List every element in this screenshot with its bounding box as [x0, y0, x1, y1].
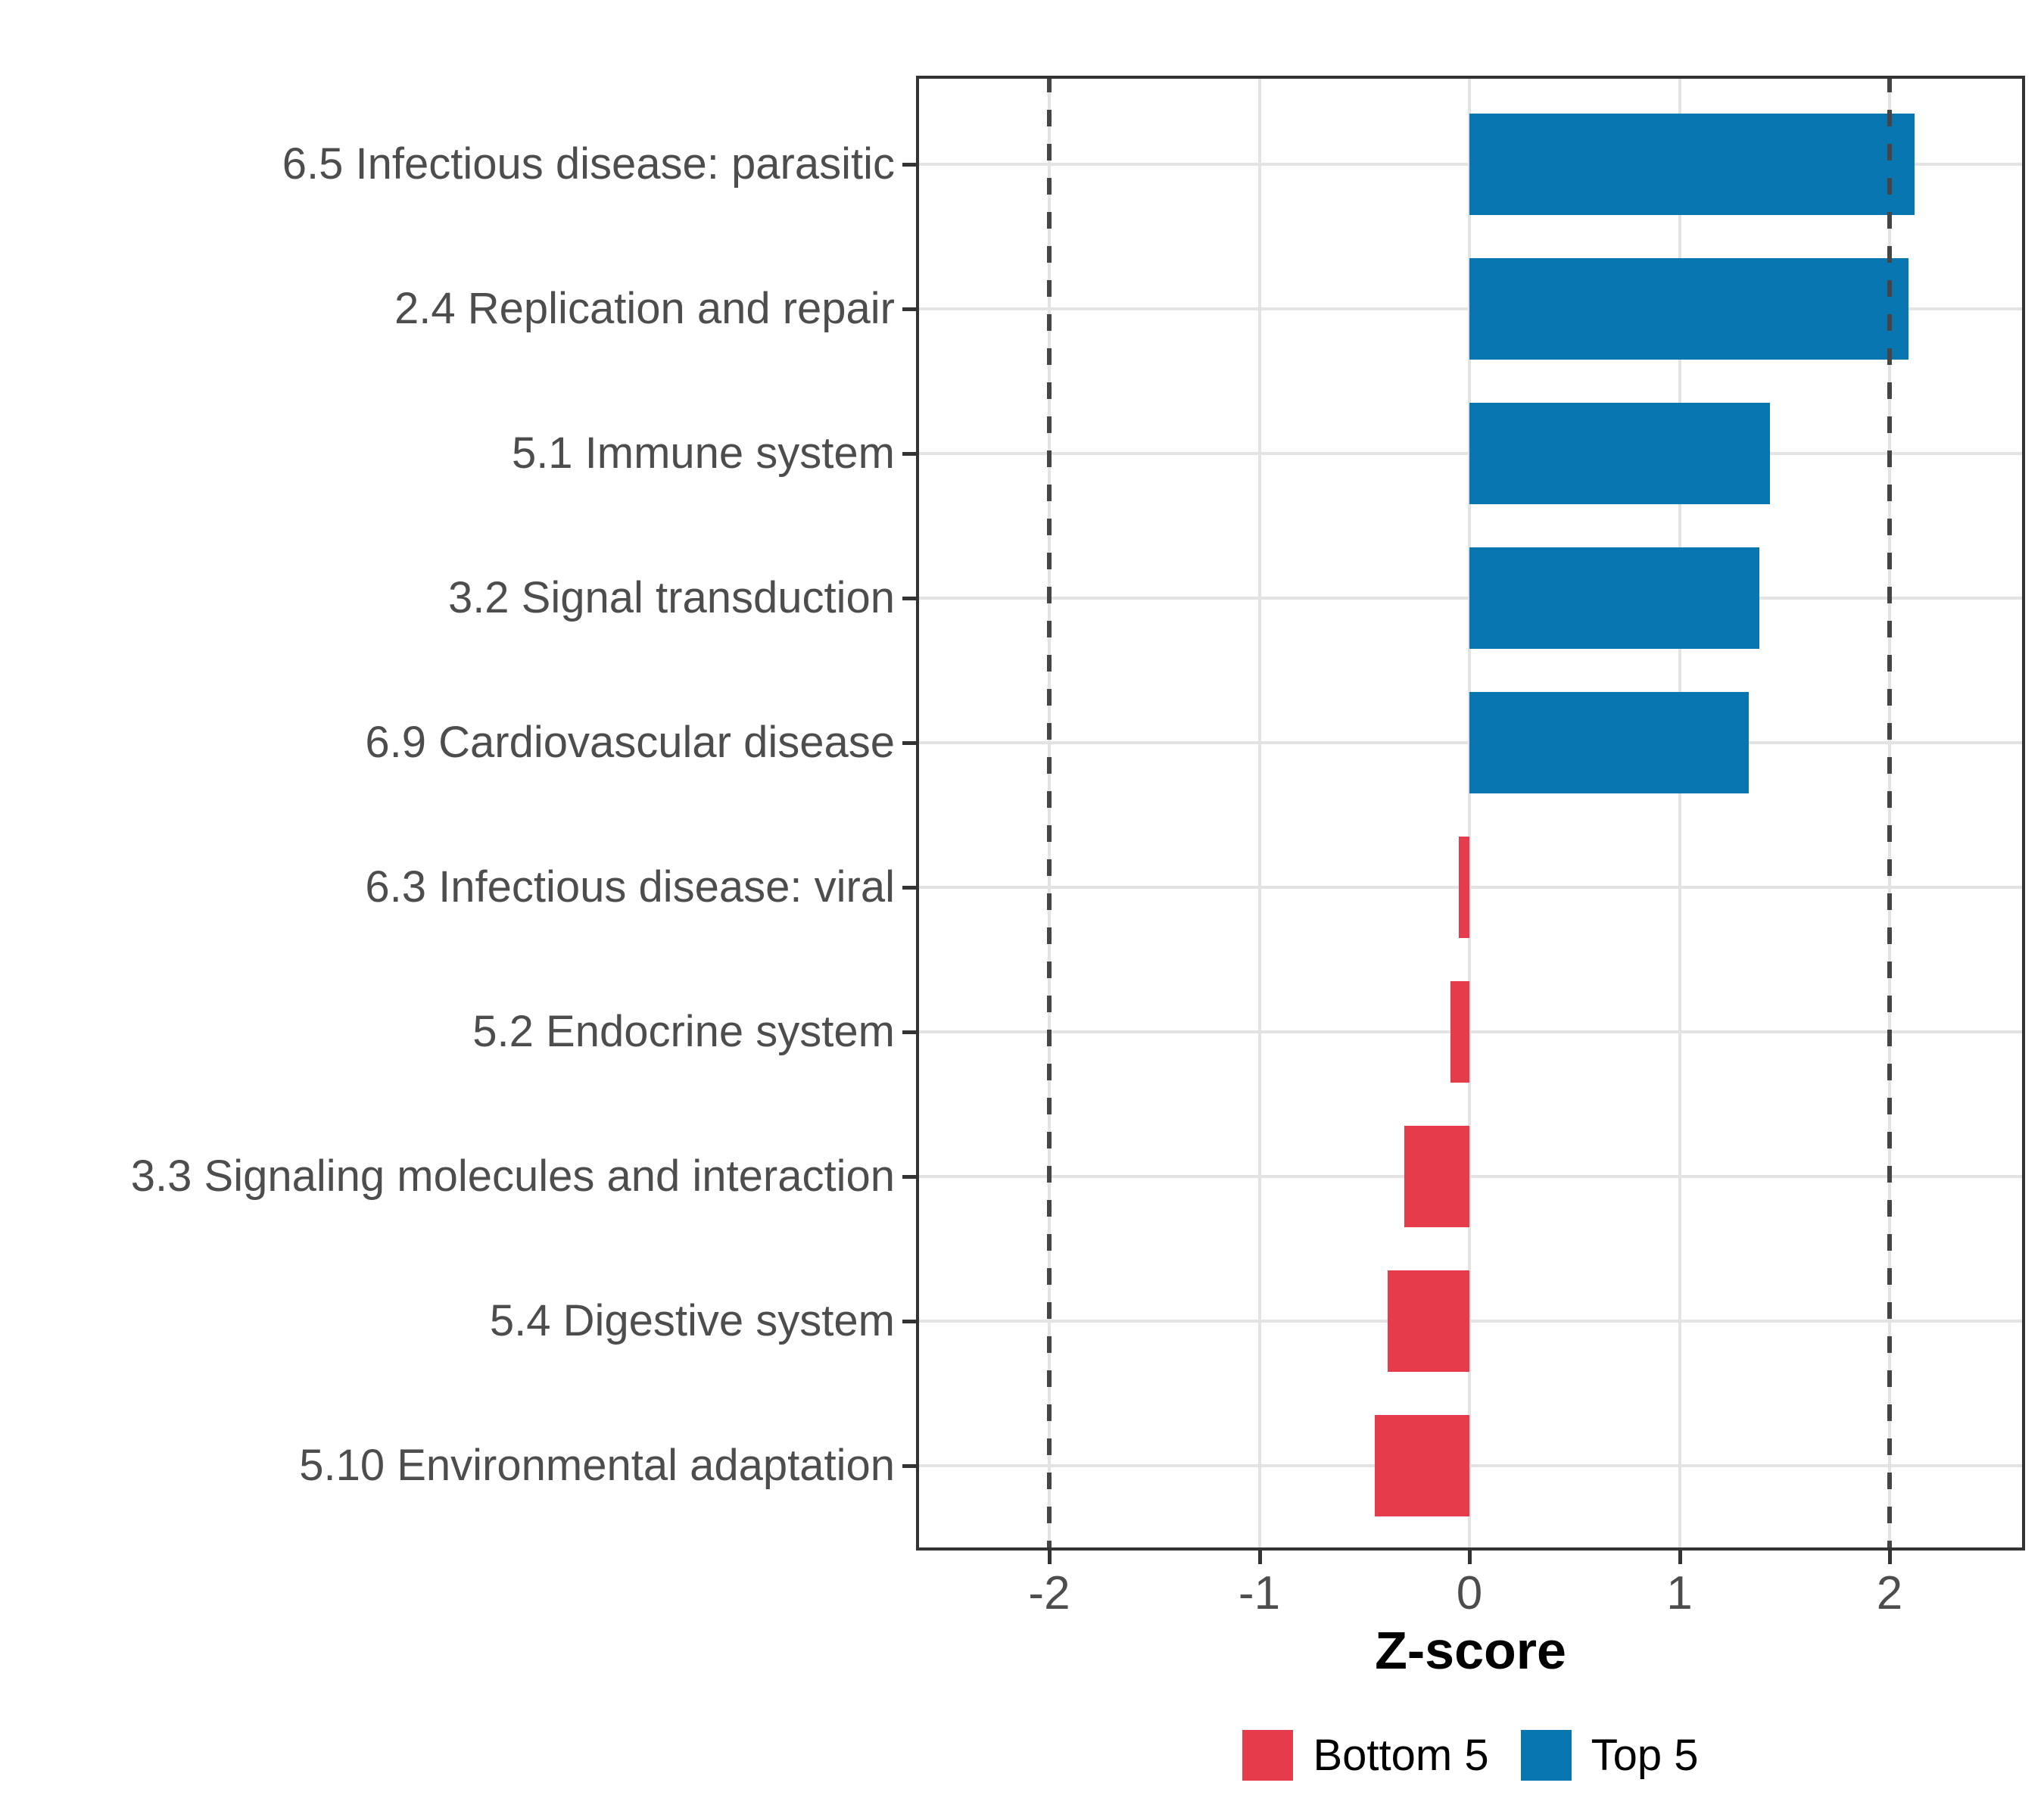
bar-bottom5: [1450, 981, 1469, 1083]
y-axis-tick: [902, 452, 916, 456]
gridline-vertical: [1678, 76, 1681, 1551]
y-axis-label: 5.2 Endocrine system: [472, 1007, 895, 1056]
bar-top5: [1469, 692, 1750, 793]
legend-swatch-bottom5: [1242, 1730, 1294, 1781]
bar-bottom5: [1404, 1126, 1469, 1227]
y-axis-label: 2.4 Replication and repair: [394, 284, 895, 333]
x-axis-tick: [1468, 1551, 1472, 1564]
y-axis-label: 5.4 Digestive system: [489, 1296, 895, 1345]
bar-top5: [1469, 403, 1770, 504]
bar-top5: [1469, 114, 1915, 215]
x-axis-tick: [1257, 1551, 1262, 1564]
legend-label-top5: Top 5: [1591, 1731, 1699, 1780]
plot-panel: [916, 76, 2025, 1551]
y-axis-tick: [902, 1175, 916, 1179]
y-axis-label: 6.3 Infectious disease: viral: [365, 862, 895, 912]
x-axis-tick-label: 2: [1876, 1567, 1903, 1619]
y-axis-tick: [902, 886, 916, 890]
y-axis-label: 3.3 Signaling molecules and interaction: [130, 1152, 895, 1201]
y-axis-tick: [902, 741, 916, 745]
y-axis-label: 5.1 Immune system: [511, 429, 895, 478]
y-axis-label: 6.9 Cardiovascular disease: [365, 718, 895, 767]
y-axis-label: 6.5 Infectious disease: parasitic: [282, 139, 895, 189]
y-axis-label: 3.2 Signal transduction: [447, 573, 895, 622]
bar-bottom5: [1387, 1270, 1469, 1372]
gridline-horizontal: [916, 1320, 2025, 1323]
y-axis-label: 5.10 Environmental adaptation: [299, 1441, 895, 1490]
bar-bottom5: [1375, 1415, 1469, 1516]
reference-line-dashed: [1887, 76, 1892, 1551]
legend-swatch-top5: [1520, 1730, 1572, 1781]
x-axis-tick-label: -1: [1238, 1567, 1281, 1619]
x-axis-tick-label: 0: [1456, 1567, 1483, 1619]
y-axis-tick: [902, 163, 916, 167]
x-axis-title: Z-score: [1375, 1621, 1566, 1680]
x-axis-tick: [1048, 1551, 1052, 1564]
reference-line-dashed: [1047, 76, 1052, 1551]
x-axis-tick-label: 1: [1666, 1567, 1693, 1619]
bar-top5: [1469, 258, 1908, 360]
gridline-horizontal: [916, 1030, 2025, 1033]
gridline-horizontal: [916, 886, 2025, 889]
y-axis-tick: [902, 1320, 916, 1323]
y-axis-tick: [902, 307, 916, 311]
x-axis-tick: [1678, 1551, 1682, 1564]
bar-top5: [1469, 547, 1759, 649]
legend-label-bottom5: Bottom 5: [1313, 1731, 1489, 1780]
y-axis-tick: [902, 1030, 916, 1034]
gridline-vertical: [1257, 76, 1261, 1551]
gridline-horizontal: [916, 1464, 2025, 1467]
y-axis-tick: [902, 1464, 916, 1468]
x-axis-tick-label: -2: [1028, 1567, 1070, 1619]
gridline-vertical: [1468, 76, 1471, 1551]
legend: Bottom 5 Top 5: [916, 1730, 2025, 1781]
gridline-horizontal: [916, 1175, 2025, 1178]
x-axis-tick: [1888, 1551, 1892, 1564]
y-axis-tick: [902, 597, 916, 600]
bar-bottom5: [1459, 837, 1469, 938]
